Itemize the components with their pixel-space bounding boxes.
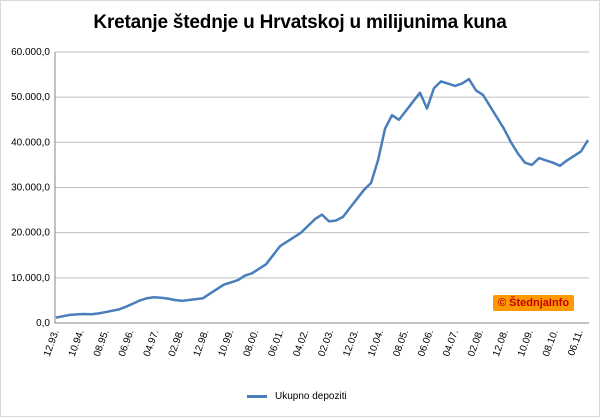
x-tick-label: 08.05. — [391, 328, 411, 358]
x-tick-label: 10.04. — [366, 328, 386, 358]
y-tick-label: 50.000,0 — [11, 92, 50, 103]
x-tick-label: 08.95. — [92, 328, 112, 358]
x-tick-label: 08.00. — [242, 328, 262, 358]
x-tick-label: 12.93. — [42, 328, 62, 358]
x-tick-label: 02.03. — [316, 328, 336, 358]
x-tick-label: 04.97. — [142, 328, 162, 358]
x-tick-label: 06.06. — [416, 328, 436, 358]
y-tick-label: 30.000,0 — [11, 183, 50, 194]
chart-legend: Ukupno depoziti — [247, 391, 347, 402]
y-tick-label: 10.000,0 — [11, 273, 50, 284]
x-tick-label: 02.98. — [167, 328, 187, 358]
y-tick-label: 40.000,0 — [11, 137, 50, 148]
x-tick-label: 08.10. — [541, 328, 561, 358]
y-tick-label: 60.000,0 — [11, 47, 50, 58]
x-tick-label: 12.08. — [491, 328, 511, 358]
x-tick-label: 06.96. — [117, 328, 137, 358]
x-tick-label: 12.03. — [341, 328, 361, 358]
x-tick-label: 06.11. — [566, 328, 586, 357]
watermark-badge: © ŠtednjaInfo — [493, 295, 575, 311]
y-tick-label: 20.000,0 — [11, 228, 50, 239]
x-tick-label: 10.99. — [217, 328, 237, 358]
legend-label: Ukupno depoziti — [275, 391, 347, 402]
x-tick-label: 04.02. — [291, 328, 311, 358]
x-tick-label: 10.94. — [67, 328, 87, 358]
series-line — [55, 77, 590, 319]
y-tick-label: 0,0 — [36, 318, 50, 329]
chart-title: Kretanje štednje u Hrvatskoj u milijunim… — [93, 12, 507, 33]
x-tick-label: 04.07. — [441, 328, 461, 358]
x-tick-label: 06.01. — [267, 328, 287, 358]
legend-swatch — [247, 395, 267, 398]
x-tick-label: 02.08. — [466, 328, 486, 358]
x-tick-label: 12.98. — [192, 328, 212, 358]
x-tick-label: 10.09. — [516, 328, 536, 358]
